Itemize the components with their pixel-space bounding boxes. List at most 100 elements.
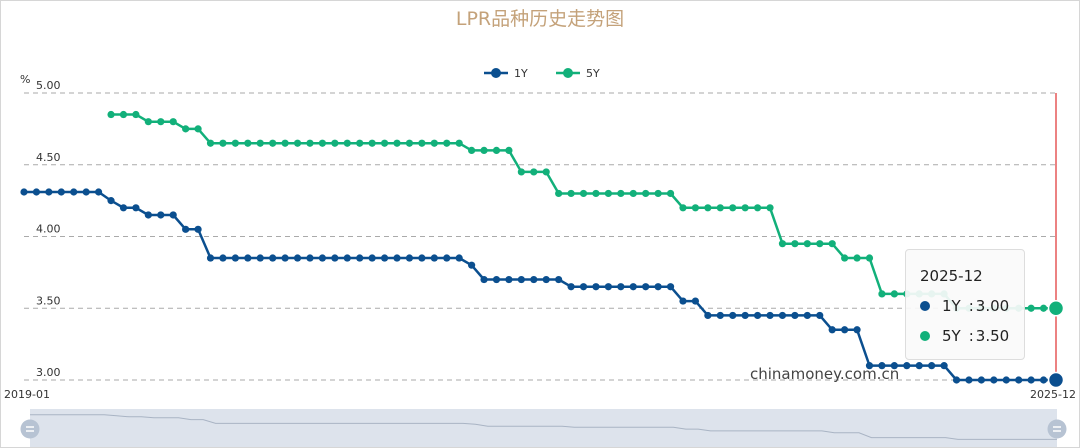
data-point [343, 139, 351, 147]
data-point [741, 204, 749, 212]
data-point [82, 188, 90, 196]
data-point [716, 204, 724, 212]
handle-knob [20, 419, 40, 439]
data-point [132, 110, 140, 119]
data-point [729, 204, 737, 212]
legend-dot-icon [563, 68, 573, 78]
data-point [219, 254, 227, 262]
data-point [940, 362, 948, 370]
data-point [418, 139, 426, 147]
data-point [306, 254, 314, 262]
data-point [443, 139, 451, 147]
data-point [95, 188, 103, 196]
data-point [853, 326, 861, 334]
data-point [952, 376, 961, 384]
data-point [443, 254, 451, 262]
data-point [878, 362, 886, 370]
data-point [542, 275, 550, 284]
data-point [206, 139, 215, 147]
data-point [1002, 376, 1010, 384]
data-point [306, 139, 314, 147]
data-point [157, 118, 165, 126]
data-point [505, 146, 513, 154]
data-point [480, 146, 488, 154]
data-point [716, 311, 724, 320]
data-point [182, 125, 190, 133]
data-point [753, 311, 762, 320]
data-point [256, 139, 264, 147]
data-point [903, 362, 911, 370]
data-point [468, 146, 476, 154]
legend-item-1y[interactable]: 1Y [484, 67, 528, 80]
data-point [318, 254, 327, 262]
data-point [928, 362, 936, 370]
data-point [604, 283, 612, 291]
data-point [990, 376, 998, 384]
data-point [206, 254, 215, 262]
data-point [256, 254, 264, 262]
data-point [70, 188, 78, 196]
data-point [368, 254, 376, 262]
y-tick-label: 5.00 [36, 79, 61, 92]
data-point [542, 168, 550, 176]
data-point [679, 297, 687, 305]
zoom-handle-left-icon[interactable] [20, 419, 40, 439]
data-point [579, 189, 588, 198]
data-point [293, 139, 302, 147]
y-tick-label: 3.00 [36, 366, 61, 379]
chart-title: LPR品种历史走势图 [456, 8, 624, 30]
data-point [318, 139, 327, 147]
data-point [679, 204, 687, 212]
data-point [492, 146, 501, 154]
data-point [343, 254, 351, 262]
data-point [1027, 304, 1035, 312]
data-point [753, 204, 762, 212]
data-point [1015, 376, 1023, 384]
data-point [704, 311, 712, 320]
data-point [455, 254, 463, 262]
tooltip-row-5y: 5Y : 3.50 [920, 321, 1024, 351]
data-point [915, 362, 923, 370]
data-point [828, 240, 836, 248]
data-point [380, 254, 389, 262]
data-point [803, 240, 811, 248]
y-unit-label: % [20, 73, 30, 86]
data-point [604, 189, 612, 198]
data-point [219, 139, 227, 147]
data-point [107, 110, 115, 119]
data-point [1039, 376, 1048, 384]
data-point [841, 254, 849, 262]
data-point [791, 311, 799, 320]
data-point [144, 211, 152, 219]
data-point [293, 254, 302, 262]
zoom-handle-right-icon[interactable] [1047, 419, 1067, 439]
data-point [816, 240, 824, 248]
data-point [107, 197, 115, 205]
data-point [778, 240, 787, 248]
series-layer [20, 110, 1056, 384]
data-point [890, 290, 898, 298]
highlighted-point [1047, 371, 1065, 389]
tooltip-row-1y: 1Y : 3.00 [920, 291, 1024, 321]
tooltip-date: 2025-12 [920, 267, 983, 285]
data-point [405, 139, 414, 147]
hover-points [1047, 300, 1065, 389]
watermark-text: chinamoney.com.cn [750, 365, 899, 383]
data-point [654, 189, 662, 198]
tooltip-series-value: 3.50 [975, 327, 1010, 345]
data-point [480, 275, 488, 284]
data-point [244, 254, 252, 262]
zoom-preview-line [30, 414, 1057, 440]
chart-legend[interactable]: 1Y 5Y [484, 67, 600, 80]
tooltip-series-name: 1Y [942, 297, 961, 315]
data-point [1039, 304, 1048, 312]
data-zoom-slider[interactable] [20, 409, 1067, 447]
data-point [567, 189, 575, 198]
legend-item-5y[interactable]: 5Y [556, 67, 600, 80]
data-point [803, 311, 811, 320]
data-point [393, 254, 401, 262]
data-point [468, 261, 476, 269]
data-point [592, 283, 600, 291]
data-point [841, 326, 849, 334]
data-point [617, 283, 625, 291]
